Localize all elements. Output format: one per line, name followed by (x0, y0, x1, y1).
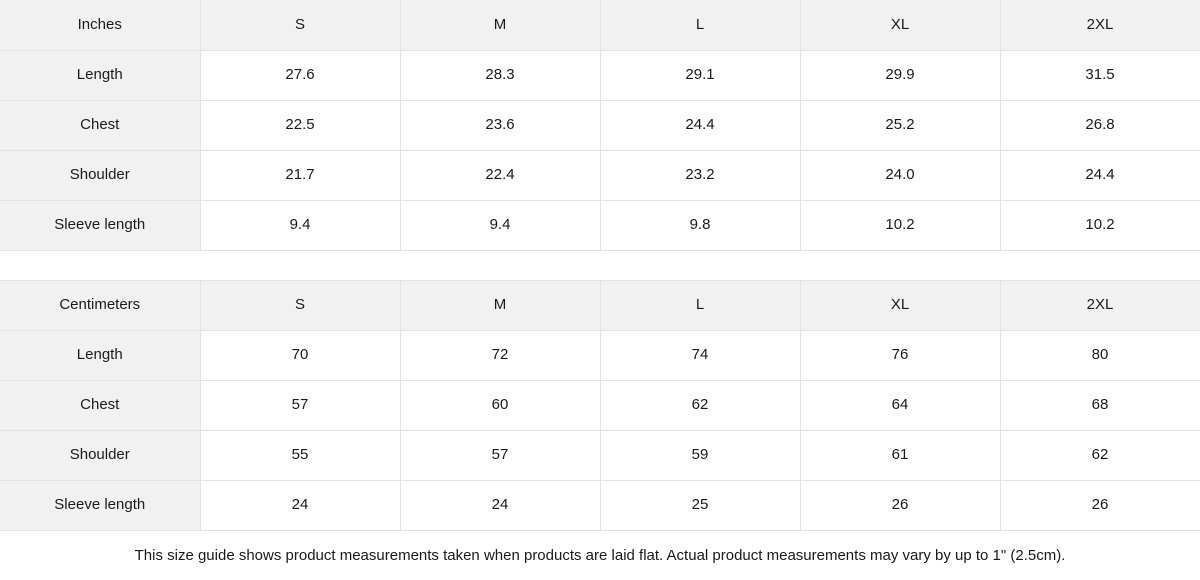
table-row: Sleeve length 9.4 9.4 9.8 10.2 10.2 (0, 200, 1200, 251)
centimeters-length-xl: 76 (800, 330, 1001, 381)
inches-sleeve-length-s: 9.4 (200, 200, 401, 251)
inches-sleeve-length-m: 9.4 (400, 200, 601, 251)
inches-length-m: 28.3 (400, 50, 601, 101)
inches-sleeve-length-l: 9.8 (600, 200, 801, 251)
inches-length-xl: 29.9 (800, 50, 1001, 101)
row-label-chest: Chest (0, 380, 201, 431)
row-label-shoulder: Shoulder (0, 150, 201, 201)
centimeters-col-header-xl: XL (800, 280, 1001, 331)
inches-sleeve-length-xl: 10.2 (800, 200, 1001, 251)
inches-shoulder-s: 21.7 (200, 150, 401, 201)
table-row: Shoulder 21.7 22.4 23.2 24.0 24.4 (0, 150, 1200, 201)
row-label-shoulder: Shoulder (0, 430, 201, 481)
inches-chest-xl: 25.2 (800, 100, 1001, 151)
inches-col-header-2xl: 2XL (1000, 0, 1200, 51)
centimeters-sleeve-length-xl: 26 (800, 480, 1001, 531)
centimeters-shoulder-s: 55 (200, 430, 401, 481)
inches-col-header-xl: XL (800, 0, 1001, 51)
centimeters-shoulder-xl: 61 (800, 430, 1001, 481)
inches-shoulder-m: 22.4 (400, 150, 601, 201)
inches-chest-s: 22.5 (200, 100, 401, 151)
size-guide-footnote-row: This size guide shows product measuremen… (0, 530, 1200, 580)
size-guide-footnote: This size guide shows product measuremen… (0, 530, 1200, 580)
inches-header-row: Inches S M L XL 2XL (0, 0, 1200, 51)
table-row: Length 27.6 28.3 29.1 29.9 31.5 (0, 50, 1200, 101)
centimeters-unit-label: Centimeters (0, 280, 201, 331)
centimeters-sleeve-length-l: 25 (600, 480, 801, 531)
centimeters-shoulder-m: 57 (400, 430, 601, 481)
inches-unit-label: Inches (0, 0, 201, 51)
table-spacer-cell (0, 250, 1200, 281)
inches-col-header-l: L (600, 0, 801, 51)
row-label-chest: Chest (0, 100, 201, 151)
inches-length-2xl: 31.5 (1000, 50, 1200, 101)
table-row: Sleeve length 24 24 25 26 26 (0, 480, 1200, 531)
centimeters-col-header-l: L (600, 280, 801, 331)
row-label-sleeve-length: Sleeve length (0, 480, 201, 531)
row-label-length: Length (0, 330, 201, 381)
centimeters-sleeve-length-2xl: 26 (1000, 480, 1200, 531)
centimeters-col-header-s: S (200, 280, 401, 331)
inches-col-header-m: M (400, 0, 601, 51)
centimeters-chest-s: 57 (200, 380, 401, 431)
inches-shoulder-xl: 24.0 (800, 150, 1001, 201)
centimeters-sleeve-length-m: 24 (400, 480, 601, 531)
centimeters-chest-xl: 64 (800, 380, 1001, 431)
table-row: Chest 22.5 23.6 24.4 25.2 26.8 (0, 100, 1200, 151)
centimeters-length-m: 72 (400, 330, 601, 381)
row-label-sleeve-length: Sleeve length (0, 200, 201, 251)
row-label-length: Length (0, 50, 201, 101)
centimeters-length-2xl: 80 (1000, 330, 1200, 381)
centimeters-chest-2xl: 68 (1000, 380, 1200, 431)
centimeters-shoulder-l: 59 (600, 430, 801, 481)
inches-length-s: 27.6 (200, 50, 401, 101)
centimeters-chest-m: 60 (400, 380, 601, 431)
inches-chest-m: 23.6 (400, 100, 601, 151)
inches-shoulder-l: 23.2 (600, 150, 801, 201)
centimeters-header-row: Centimeters S M L XL 2XL (0, 280, 1200, 331)
inches-chest-2xl: 26.8 (1000, 100, 1200, 151)
inches-sleeve-length-2xl: 10.2 (1000, 200, 1200, 251)
centimeters-sleeve-length-s: 24 (200, 480, 401, 531)
centimeters-shoulder-2xl: 62 (1000, 430, 1200, 481)
table-row: Chest 57 60 62 64 68 (0, 380, 1200, 431)
table-spacer-row (0, 250, 1200, 281)
table-row: Length 70 72 74 76 80 (0, 330, 1200, 381)
centimeters-col-header-m: M (400, 280, 601, 331)
inches-col-header-s: S (200, 0, 401, 51)
table-row: Shoulder 55 57 59 61 62 (0, 430, 1200, 481)
inches-chest-l: 24.4 (600, 100, 801, 151)
centimeters-col-header-2xl: 2XL (1000, 280, 1200, 331)
centimeters-chest-l: 62 (600, 380, 801, 431)
inches-shoulder-2xl: 24.4 (1000, 150, 1200, 201)
inches-length-l: 29.1 (600, 50, 801, 101)
centimeters-length-s: 70 (200, 330, 401, 381)
centimeters-length-l: 74 (600, 330, 801, 381)
